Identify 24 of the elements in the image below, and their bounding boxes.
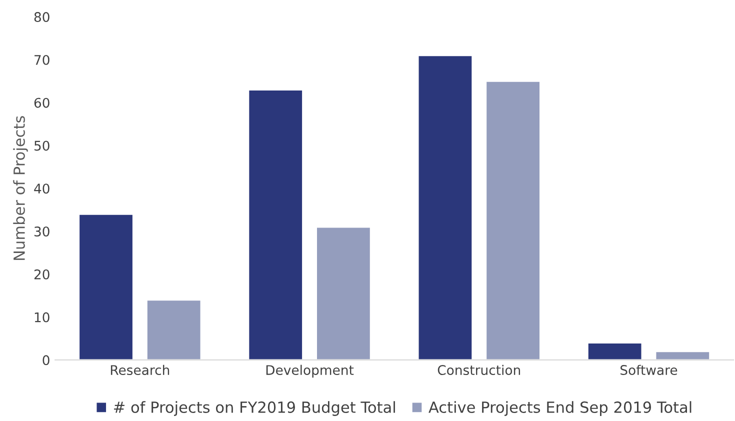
- bar: [417, 54, 474, 360]
- bar: [586, 342, 643, 360]
- legend-label: Active Projects End Sep 2019 Total: [428, 401, 692, 416]
- x-tick-label: Software: [620, 364, 678, 376]
- x-tick-label: Development: [266, 364, 354, 378]
- bar: [485, 80, 541, 360]
- y-tick-label: 10: [34, 312, 50, 322]
- bar: [78, 213, 134, 360]
- y-tick-label: 50: [34, 140, 50, 151]
- y-tick-label: 0: [42, 355, 50, 366]
- y-tick-label: 30: [34, 226, 50, 236]
- y-tick-label: 40: [34, 184, 50, 194]
- y-axis-title: Number of Projects: [13, 116, 28, 260]
- bar: [654, 350, 710, 360]
- bar: [146, 299, 202, 360]
- y-tick-label: 20: [34, 269, 50, 280]
- x-tick-label: Construction: [438, 364, 520, 376]
- y-tick-label: 80: [34, 12, 50, 22]
- bar: [248, 89, 304, 360]
- y-tick-label: 70: [34, 54, 50, 65]
- bar: [316, 226, 372, 360]
- y-tick-label: 60: [34, 98, 50, 108]
- legend-label: # of Projects on FY2019 Budget Total: [114, 401, 395, 416]
- x-tick-label: Research: [110, 364, 170, 376]
